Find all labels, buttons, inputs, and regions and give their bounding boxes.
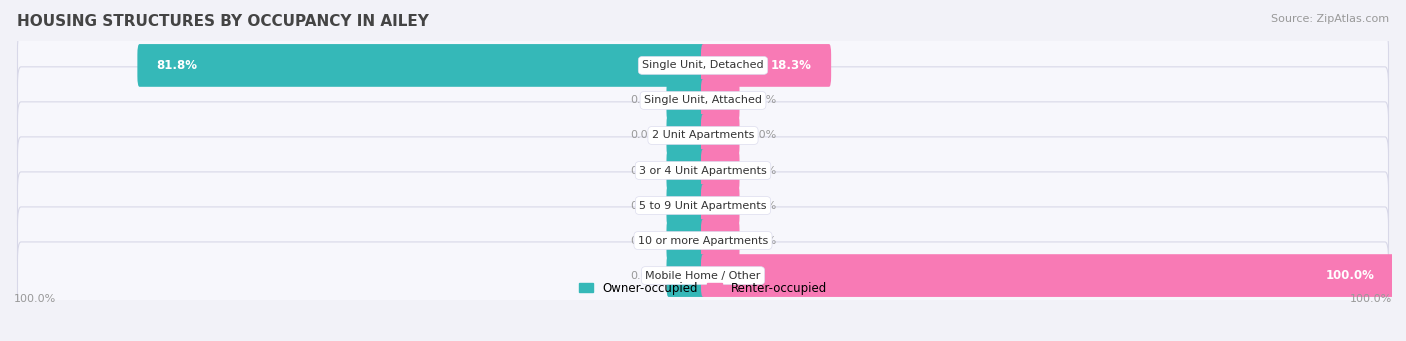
FancyBboxPatch shape [17,137,1389,204]
Text: Single Unit, Detached: Single Unit, Detached [643,60,763,71]
Text: 0.0%: 0.0% [748,236,776,246]
Text: 18.3%: 18.3% [770,59,811,72]
Text: 0.0%: 0.0% [748,201,776,210]
FancyBboxPatch shape [17,102,1389,169]
FancyBboxPatch shape [702,114,740,157]
Text: 0.0%: 0.0% [748,95,776,105]
FancyBboxPatch shape [17,32,1389,99]
FancyBboxPatch shape [666,184,704,227]
Text: 10 or more Apartments: 10 or more Apartments [638,236,768,246]
Text: Single Unit, Attached: Single Unit, Attached [644,95,762,105]
FancyBboxPatch shape [702,254,1393,297]
Text: 0.0%: 0.0% [748,131,776,140]
FancyBboxPatch shape [17,242,1389,309]
Text: 2 Unit Apartments: 2 Unit Apartments [652,131,754,140]
FancyBboxPatch shape [138,44,704,87]
Text: 100.0%: 100.0% [1350,294,1392,304]
Text: Mobile Home / Other: Mobile Home / Other [645,270,761,281]
FancyBboxPatch shape [702,184,740,227]
Text: 0.0%: 0.0% [748,165,776,176]
Text: Source: ZipAtlas.com: Source: ZipAtlas.com [1271,14,1389,24]
FancyBboxPatch shape [666,149,704,192]
FancyBboxPatch shape [666,79,704,122]
FancyBboxPatch shape [17,207,1389,274]
FancyBboxPatch shape [702,219,740,262]
Text: 100.0%: 100.0% [14,294,56,304]
FancyBboxPatch shape [666,114,704,157]
FancyBboxPatch shape [702,79,740,122]
Text: 0.0%: 0.0% [630,270,658,281]
FancyBboxPatch shape [17,172,1389,239]
Text: 0.0%: 0.0% [630,201,658,210]
Legend: Owner-occupied, Renter-occupied: Owner-occupied, Renter-occupied [574,277,832,299]
Text: 3 or 4 Unit Apartments: 3 or 4 Unit Apartments [640,165,766,176]
Text: 0.0%: 0.0% [630,236,658,246]
Text: 0.0%: 0.0% [630,95,658,105]
FancyBboxPatch shape [702,44,831,87]
Text: 81.8%: 81.8% [156,59,198,72]
Text: 0.0%: 0.0% [630,165,658,176]
FancyBboxPatch shape [17,67,1389,134]
FancyBboxPatch shape [666,219,704,262]
FancyBboxPatch shape [666,254,704,297]
Text: 0.0%: 0.0% [630,131,658,140]
Text: 100.0%: 100.0% [1326,269,1375,282]
FancyBboxPatch shape [702,149,740,192]
Text: HOUSING STRUCTURES BY OCCUPANCY IN AILEY: HOUSING STRUCTURES BY OCCUPANCY IN AILEY [17,14,429,29]
Text: 5 to 9 Unit Apartments: 5 to 9 Unit Apartments [640,201,766,210]
